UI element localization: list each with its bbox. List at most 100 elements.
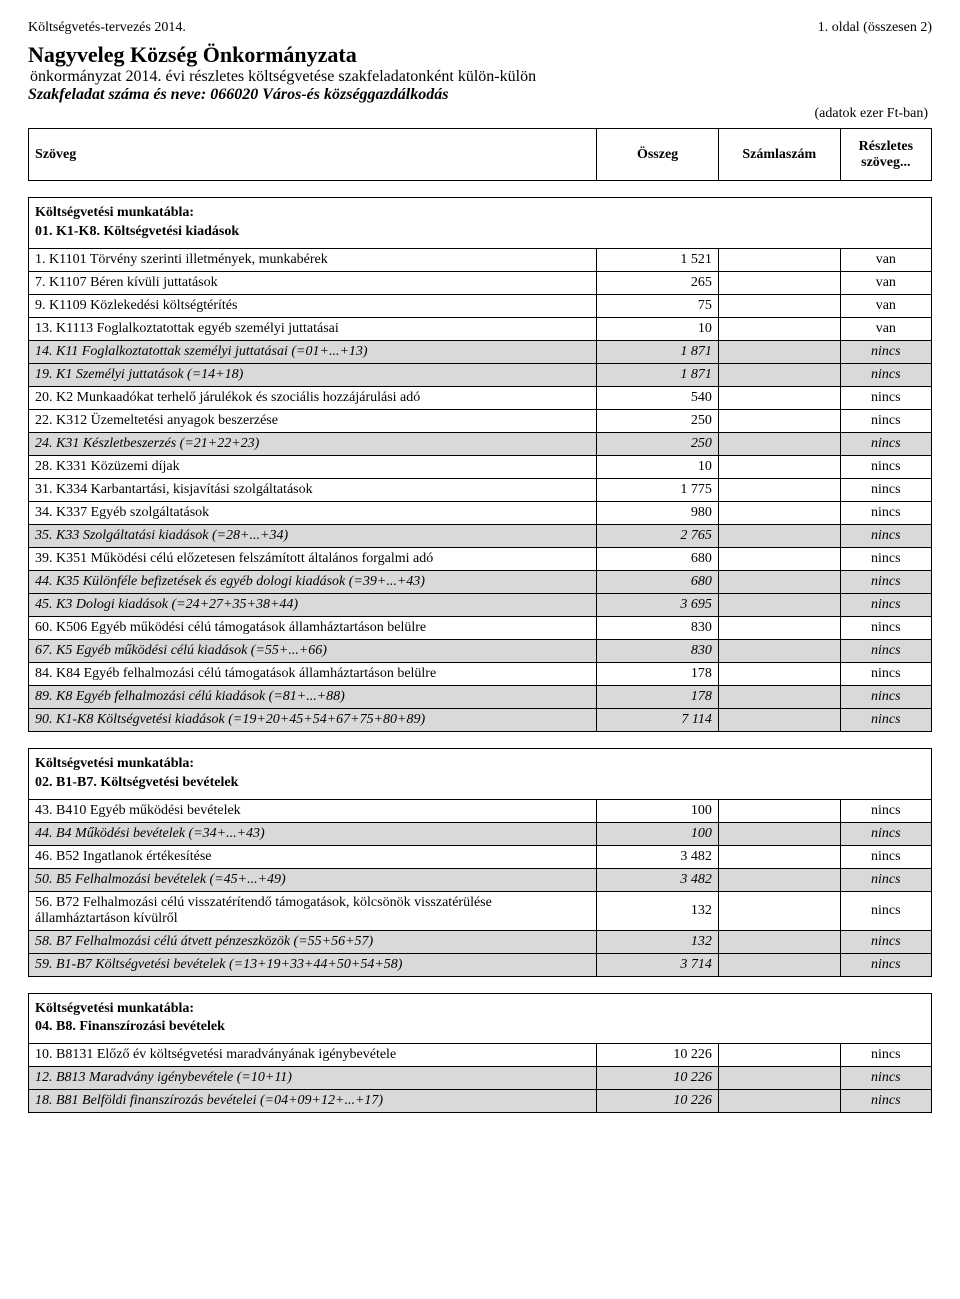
row-account	[718, 340, 840, 363]
row-account	[718, 547, 840, 570]
table-row: 90. K1-K8 Költségvetési kiadások (=19+20…	[29, 708, 932, 731]
row-text: 19. K1 Személyi juttatások (=14+18)	[29, 363, 597, 386]
row-text: 1. K1101 Törvény szerinti illetmények, m…	[29, 248, 597, 271]
row-detail: nincs	[840, 845, 931, 868]
row-detail: van	[840, 248, 931, 271]
row-detail: nincs	[840, 501, 931, 524]
row-text: 10. B8131 Előző év költségvetési maradvá…	[29, 1044, 597, 1067]
table-row: 43. B410 Egyéb működési bevételek100ninc…	[29, 799, 932, 822]
row-detail: nincs	[840, 570, 931, 593]
table-row: 89. K8 Egyéb felhalmozási célú kiadások …	[29, 685, 932, 708]
row-text: 43. B410 Egyéb működési bevételek	[29, 799, 597, 822]
section-heading: Költségvetési munkatábla:02. B1-B7. Költ…	[29, 748, 932, 799]
table-row: 19. K1 Személyi juttatások (=14+18)1 871…	[29, 363, 932, 386]
row-amount: 100	[597, 799, 719, 822]
row-account	[718, 363, 840, 386]
row-text: 22. K312 Üzemeltetési anyagok beszerzése	[29, 409, 597, 432]
row-account	[718, 478, 840, 501]
table-row: 35. K33 Szolgáltatási kiadások (=28+...+…	[29, 524, 932, 547]
row-detail: nincs	[840, 1067, 931, 1090]
row-amount: 10 226	[597, 1044, 719, 1067]
col-account: Számlaszám	[718, 129, 840, 181]
table-row: 14. K11 Foglalkoztatottak személyi jutta…	[29, 340, 932, 363]
table-row: 56. B72 Felhalmozási célú visszatérítend…	[29, 891, 932, 930]
table-row: 7. K1107 Béren kívüli juttatások265van	[29, 271, 932, 294]
row-detail: van	[840, 271, 931, 294]
row-text: 12. B813 Maradvány igénybevétele (=10+11…	[29, 1067, 597, 1090]
row-amount: 680	[597, 547, 719, 570]
row-text: 34. K337 Egyéb szolgáltatások	[29, 501, 597, 524]
section-table: Költségvetési munkatábla:04. B8. Finansz…	[28, 993, 932, 1114]
section-heading-row: Költségvetési munkatábla:02. B1-B7. Költ…	[29, 748, 932, 799]
row-account	[718, 1090, 840, 1113]
row-account	[718, 409, 840, 432]
row-detail: nincs	[840, 685, 931, 708]
row-account	[718, 1067, 840, 1090]
table-row: 39. K351 Működési célú előzetesen felszá…	[29, 547, 932, 570]
subtitle-line1: önkormányzat 2014. évi részletes költség…	[30, 68, 932, 86]
row-detail: nincs	[840, 547, 931, 570]
row-amount: 830	[597, 616, 719, 639]
col-text: Szöveg	[29, 129, 597, 181]
section-heading-row: Költségvetési munkatábla:04. B8. Finansz…	[29, 993, 932, 1044]
row-amount: 10	[597, 317, 719, 340]
row-text: 44. K35 Különféle befizetések és egyéb d…	[29, 570, 597, 593]
row-amount: 132	[597, 930, 719, 953]
row-text: 45. K3 Dologi kiadások (=24+27+35+38+44)	[29, 593, 597, 616]
doc-header-left: Költségvetés-tervezés 2014.	[28, 20, 186, 36]
table-row: 84. K84 Egyéb felhalmozási célú támogatá…	[29, 662, 932, 685]
row-account	[718, 891, 840, 930]
row-amount: 10 226	[597, 1090, 719, 1113]
row-account	[718, 822, 840, 845]
row-account	[718, 271, 840, 294]
row-amount: 2 765	[597, 524, 719, 547]
row-account	[718, 593, 840, 616]
row-detail: nincs	[840, 409, 931, 432]
row-account	[718, 1044, 840, 1067]
row-account	[718, 294, 840, 317]
row-text: 59. B1-B7 Költségvetési bevételek (=13+1…	[29, 953, 597, 976]
row-text: 84. K84 Egyéb felhalmozási célú támogatá…	[29, 662, 597, 685]
table-row: 24. K31 Készletbeszerzés (=21+22+23)250n…	[29, 432, 932, 455]
table-row: 12. B813 Maradvány igénybevétele (=10+11…	[29, 1067, 932, 1090]
table-row: 1. K1101 Törvény szerinti illetmények, m…	[29, 248, 932, 271]
table-row: 18. B81 Belföldi finanszírozás bevételei…	[29, 1090, 932, 1113]
row-text: 13. K1113 Foglalkoztatottak egyéb személ…	[29, 317, 597, 340]
row-text: 67. K5 Egyéb működési célú kiadások (=55…	[29, 639, 597, 662]
row-text: 89. K8 Egyéb felhalmozási célú kiadások …	[29, 685, 597, 708]
section-heading: Költségvetési munkatábla:01. K1-K8. Költ…	[29, 198, 932, 249]
row-amount: 830	[597, 639, 719, 662]
row-account	[718, 930, 840, 953]
row-text: 56. B72 Felhalmozási célú visszatérítend…	[29, 891, 597, 930]
row-text: 39. K351 Működési célú előzetesen felszá…	[29, 547, 597, 570]
table-row: 46. B52 Ingatlanok értékesítése3 482ninc…	[29, 845, 932, 868]
row-account	[718, 953, 840, 976]
row-amount: 7 114	[597, 708, 719, 731]
row-text: 14. K11 Foglalkoztatottak személyi jutta…	[29, 340, 597, 363]
unit-note: (adatok ezer Ft-ban)	[28, 106, 928, 122]
table-row: 20. K2 Munkaadókat terhelő járulékok és …	[29, 386, 932, 409]
row-account	[718, 799, 840, 822]
row-amount: 178	[597, 685, 719, 708]
table-row: 67. K5 Egyéb működési célú kiadások (=55…	[29, 639, 932, 662]
table-row: 60. K506 Egyéb működési célú támogatások…	[29, 616, 932, 639]
row-detail: nincs	[840, 363, 931, 386]
row-account	[718, 708, 840, 731]
table-row: 10. B8131 Előző év költségvetési maradvá…	[29, 1044, 932, 1067]
row-text: 31. K334 Karbantartási, kisjavítási szol…	[29, 478, 597, 501]
row-detail: nincs	[840, 524, 931, 547]
row-amount: 3 482	[597, 845, 719, 868]
row-account	[718, 524, 840, 547]
row-text: 24. K31 Készletbeszerzés (=21+22+23)	[29, 432, 597, 455]
table-row: 58. B7 Felhalmozási célú átvett pénzeszk…	[29, 930, 932, 953]
row-text: 20. K2 Munkaadókat terhelő járulékok és …	[29, 386, 597, 409]
table-head-row: Szöveg Összeg Számlaszám Részletes szöve…	[29, 129, 932, 181]
table-row: 28. K331 Közüzemi díjak10nincs	[29, 455, 932, 478]
row-detail: nincs	[840, 662, 931, 685]
row-detail: nincs	[840, 478, 931, 501]
section-table: Költségvetési munkatábla:01. K1-K8. Költ…	[28, 197, 932, 732]
section-heading: Költségvetési munkatábla:04. B8. Finansz…	[29, 993, 932, 1044]
row-amount: 1 871	[597, 363, 719, 386]
row-detail: nincs	[840, 386, 931, 409]
row-amount: 540	[597, 386, 719, 409]
